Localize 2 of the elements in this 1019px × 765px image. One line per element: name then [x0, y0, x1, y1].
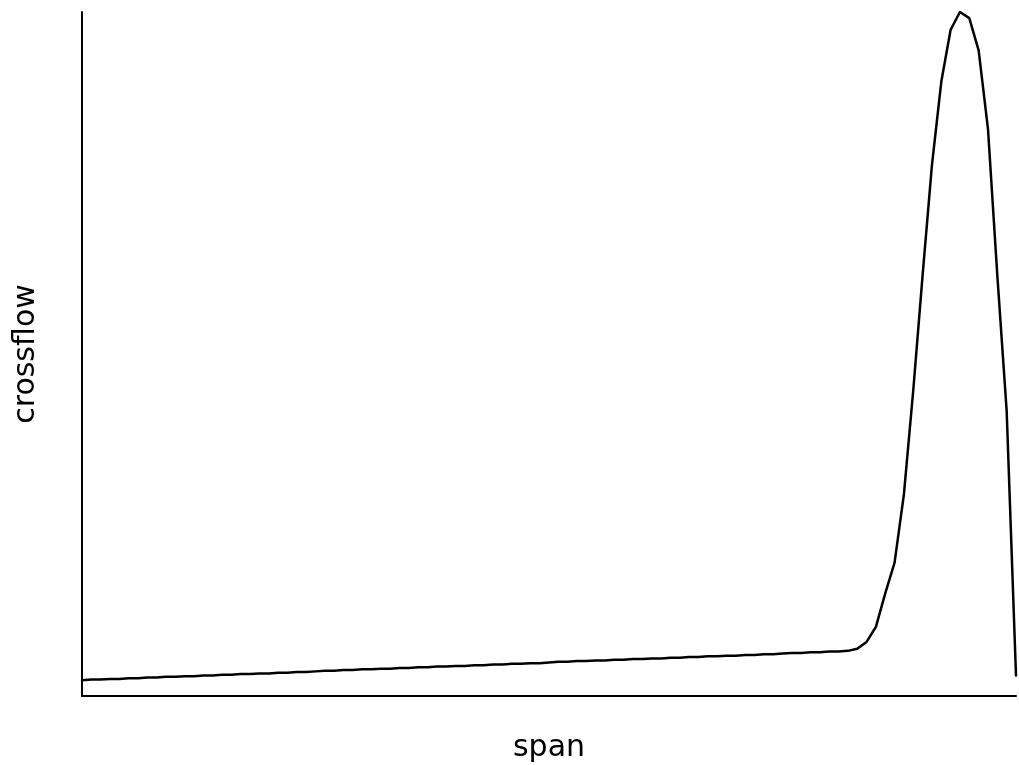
x-axis-title: span [512, 727, 586, 763]
y-axis-title: crossflow [5, 284, 41, 424]
